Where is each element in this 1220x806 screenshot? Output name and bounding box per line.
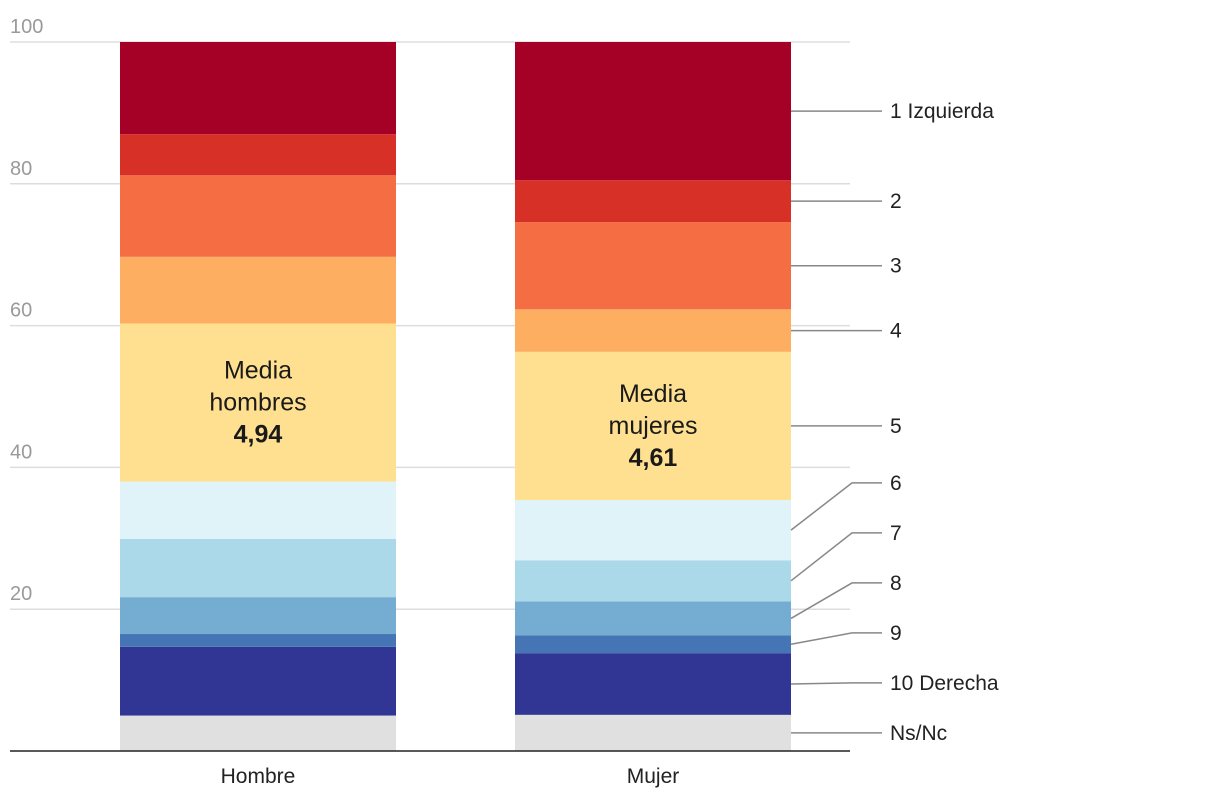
legend-label-2: 2 xyxy=(890,190,902,213)
bar-mujer-7 xyxy=(515,560,791,602)
y-tick-20: 20 xyxy=(10,583,32,605)
annotation-hombre-line-1: Media xyxy=(224,357,292,385)
bar-mujer-3 xyxy=(515,222,791,310)
bar-hombre-2 xyxy=(120,134,396,176)
bar-mujer-4 xyxy=(515,309,791,352)
bar-hombre-7 xyxy=(120,539,396,598)
bar-hombre-6 xyxy=(120,481,396,540)
bar-mujer-8 xyxy=(515,601,791,636)
bar-mujer-6 xyxy=(515,500,791,561)
legend-label-6: 6 xyxy=(890,472,902,495)
leader-line-6 xyxy=(790,482,882,531)
bar-mujer-2 xyxy=(515,180,791,223)
bar-mujer-1-izquierda xyxy=(515,42,791,181)
leader-line-9 xyxy=(790,632,882,646)
annotation-hombre-value: 4,94 xyxy=(234,421,283,449)
annotation-mujer-value: 4,61 xyxy=(629,444,678,472)
bar-hombre-1-izquierda xyxy=(120,42,396,135)
bar-hombre-5 xyxy=(120,323,396,482)
x-category-labels: Hombre Mujer xyxy=(221,765,680,788)
leader-line-10-derecha xyxy=(790,682,882,685)
y-tick-100: 100 xyxy=(10,16,43,38)
legend-label-1-izquierda: 1 Izquierda xyxy=(890,100,994,123)
bars xyxy=(120,42,791,751)
legend-label-5: 5 xyxy=(890,415,902,438)
legend-label-8: 8 xyxy=(890,572,902,595)
mean-annotations: Media hombres 4,94 Media mujeres 4,61 xyxy=(209,357,697,472)
x-label-hombre: Hombre xyxy=(221,765,296,788)
bar-hombre-3 xyxy=(120,175,396,257)
bar-mujer-9 xyxy=(515,635,791,654)
bar-mujer-ns-nc xyxy=(515,714,791,751)
bar-hombre-10-derecha xyxy=(120,646,396,716)
x-label-mujer: Mujer xyxy=(627,765,680,788)
bar-hombre-4 xyxy=(120,256,396,324)
annotation-mujer-line-2: mujeres xyxy=(609,412,698,440)
legend-label-4: 4 xyxy=(890,320,902,343)
leader-line-8 xyxy=(790,582,882,620)
legend-label-3: 3 xyxy=(890,255,902,278)
legend-leader-lines xyxy=(790,110,882,734)
legend-label-7: 7 xyxy=(890,522,902,545)
legend: Ns/Nc 10 Derecha 9 8 7 6 5 4 3 2 1 Izquierda xyxy=(890,100,999,745)
legend-label-10-derecha: 10 Derecha xyxy=(890,672,999,695)
bar-mujer-5 xyxy=(515,351,791,501)
y-tick-80: 80 xyxy=(10,158,32,180)
bar-hombre-8 xyxy=(120,597,396,635)
y-tick-40: 40 xyxy=(10,441,32,463)
bar-hombre-ns-nc xyxy=(120,715,396,751)
annotation-mujer-line-1: Media xyxy=(619,380,687,408)
leader-line-7 xyxy=(790,532,882,582)
legend-label-9: 9 xyxy=(890,622,902,645)
bar-hombre-9 xyxy=(120,634,396,647)
annotation-hombre-line-2: hombres xyxy=(209,389,306,417)
legend-label-ns-nc: Ns/Nc xyxy=(890,722,947,745)
y-tick-labels: 20 40 60 80 100 xyxy=(10,16,43,605)
y-tick-60: 60 xyxy=(10,300,32,322)
bar-mujer-10-derecha xyxy=(515,653,791,715)
